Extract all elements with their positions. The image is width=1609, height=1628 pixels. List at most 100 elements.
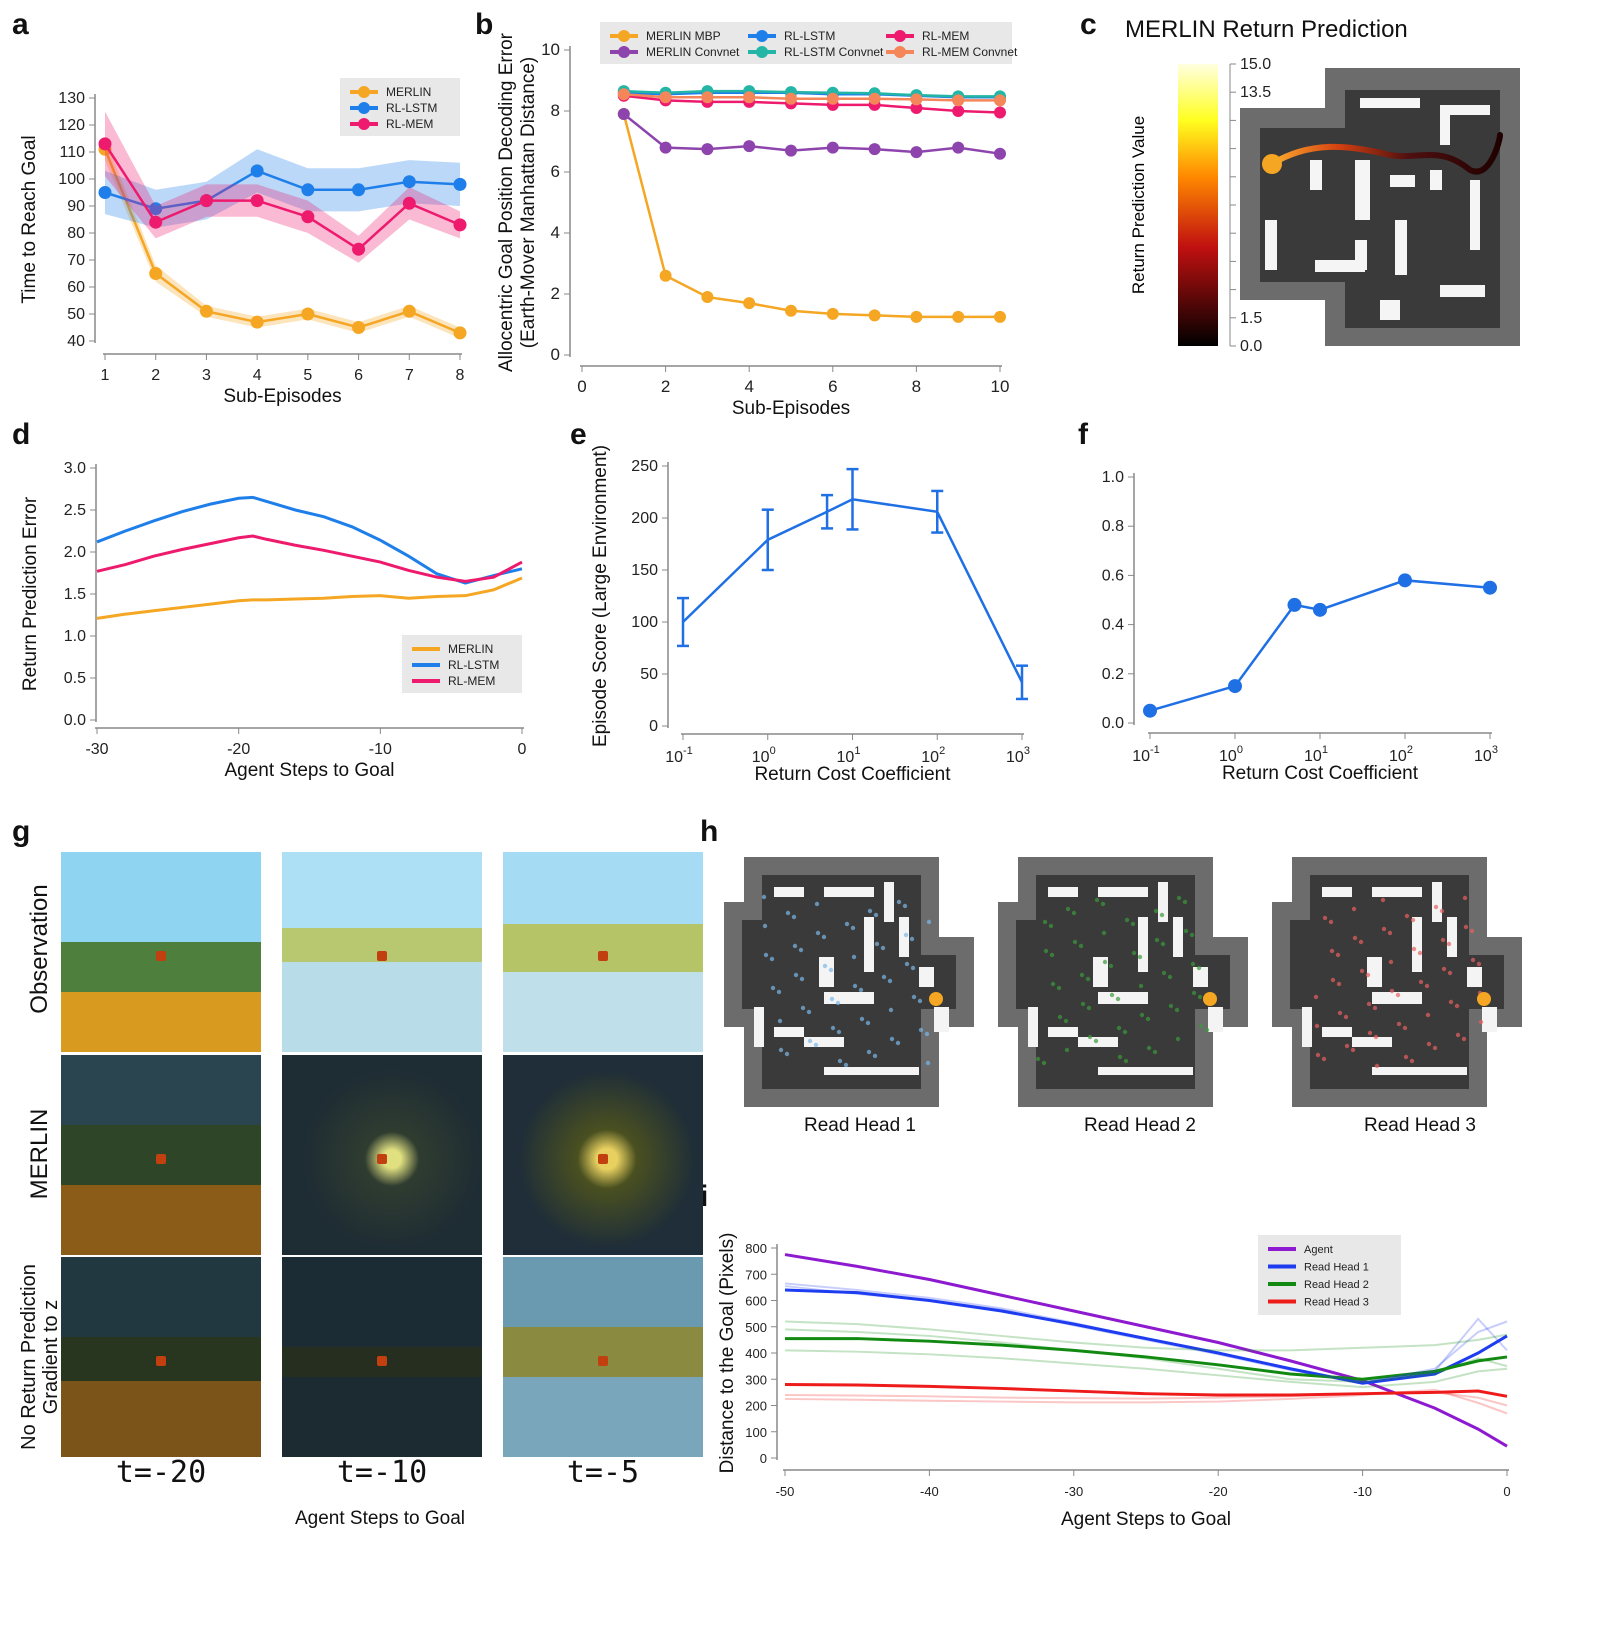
row-label-no-return: No Return Prediction Gradient to z [18, 1237, 62, 1477]
y-tick-label: 100 [631, 614, 658, 631]
legend-item: RL-LSTM Convnet [748, 45, 884, 59]
observation-tile [503, 1257, 703, 1457]
row-label-merlin: MERLIN [26, 1108, 53, 1200]
panel-letter-e: e [570, 418, 587, 451]
x-tick-label: 2 [151, 367, 160, 384]
colorbar-tick-label: 13.5 [1240, 84, 1271, 101]
x-tick-label: 1 [101, 367, 110, 384]
data-point [826, 141, 839, 154]
y-tick-label: 120 [58, 117, 85, 134]
svg-text:Read Head 1: Read Head 1 [1304, 1262, 1369, 1274]
colorbar-label: Return Prediction Value [1129, 116, 1148, 294]
y-tick-label: 10 [541, 40, 560, 59]
data-point [149, 202, 163, 216]
data-point [301, 183, 315, 197]
time-label-1: t=-20 [115, 1455, 207, 1490]
y-tick-label: 700 [745, 1267, 767, 1282]
x-tick-label: 7 [405, 367, 414, 384]
chart-f: 0.0 0.2 0.4 0.6 0.8 1.0 10-1 100 101 102 103 Return… [1102, 469, 1498, 784]
row-label-observation: Observation [26, 884, 53, 1014]
goal-marker [156, 1154, 166, 1164]
y-axis-label: Time to Reach Goal [19, 135, 40, 303]
svg-text:Agent: Agent [1304, 1244, 1333, 1256]
series-line-rl-mem-convnet [623, 92, 1000, 102]
svg-text:RL-MEM: RL-MEM [386, 117, 433, 131]
data-point [453, 218, 467, 232]
y-tick-label: 600 [745, 1294, 767, 1309]
legend-item: MERLIN MBP [610, 29, 721, 43]
data-point [199, 304, 213, 318]
y-tick-label: 40 [67, 333, 85, 350]
y-axis-label: Distance to the Goal (Pixels) [717, 1233, 738, 1474]
observation-tile [282, 852, 482, 1052]
data-point [743, 91, 756, 104]
data-point [98, 137, 112, 151]
series-line-merlin [103, 148, 461, 335]
y-tick-label: 4 [551, 223, 560, 242]
observation-tile [61, 1055, 261, 1255]
x-tick-label: 6 [828, 377, 837, 396]
data-point [952, 310, 965, 323]
data-point [352, 183, 366, 197]
y-tick-label: 0.0 [64, 712, 86, 729]
trace-line [784, 1320, 1508, 1352]
svg-text:Read Head 3: Read Head 3 [1304, 1297, 1369, 1309]
data-point [402, 196, 416, 210]
time-label-3: t=-5 [566, 1455, 640, 1490]
x-tick-label: 101 [837, 745, 861, 766]
panel-letter-i: i [700, 1180, 709, 1213]
y-tick-label: 1.0 [64, 628, 86, 645]
x-tick-label: -20 [227, 741, 250, 758]
y-tick-label: 80 [67, 225, 85, 242]
svg-text:RL-LSTM Convnet: RL-LSTM Convnet [784, 45, 884, 59]
y-tick-label: 90 [67, 198, 85, 215]
x-axis-label: Sub-Episodes [732, 398, 850, 419]
read-head-3-caption: Read Head 3 [1364, 1115, 1476, 1136]
y-tick-label: 0 [760, 1451, 767, 1466]
x-tick-label: 0 [577, 377, 586, 396]
data-point [149, 267, 163, 280]
trace-line [784, 1349, 1508, 1389]
y-tick-label: 0.5 [64, 670, 86, 687]
y-tick-label: 110 [59, 144, 85, 161]
data-point [910, 101, 923, 114]
svg-text:MERLIN: MERLIN [386, 85, 431, 99]
data-point [352, 321, 366, 334]
legend-item: RL-MEM [350, 117, 433, 131]
observation-tile [282, 1055, 482, 1255]
data-point [1143, 703, 1157, 718]
y-tick-label: 0 [649, 718, 658, 735]
maze-c [1240, 68, 1520, 346]
data-point [785, 92, 797, 105]
x-tick-label: -10 [369, 741, 392, 758]
data-point [1228, 679, 1242, 694]
y-tick-label: 500 [745, 1320, 767, 1335]
x-tick-label: 101 [1304, 744, 1328, 765]
observation-tile [503, 1055, 703, 1255]
legend-item: Read Head 1 [1268, 1262, 1369, 1274]
legend-item: Agent [1268, 1244, 1333, 1256]
panel-letter-h: h [700, 815, 719, 848]
data-point [785, 144, 797, 157]
data-point [617, 108, 630, 121]
chart-c-title: MERLIN Return Prediction [1125, 16, 1408, 43]
x-tick-label: 2 [661, 377, 670, 396]
data-point [868, 143, 881, 156]
legend-item: Read Head 3 [1268, 1297, 1369, 1309]
series-line-rl-mem [623, 94, 1001, 114]
row-label-no-return-line2: Gradient to z [40, 1299, 62, 1415]
y-tick-label: 800 [745, 1241, 767, 1256]
data-point [659, 269, 672, 282]
goal-marker [156, 1356, 166, 1366]
x-tick-label: -30 [1064, 1484, 1083, 1499]
svg-text:RL-MEM: RL-MEM [448, 674, 495, 688]
y-tick-label: 0 [551, 345, 560, 364]
y-tick-label: 130 [58, 90, 85, 107]
x-tick-label: -40 [920, 1484, 939, 1499]
x-tick-label: 102 [921, 745, 945, 766]
x-tick-label: 103 [1006, 745, 1030, 766]
data-point [250, 164, 264, 178]
x-tick-label: 8 [456, 367, 465, 384]
legend-item: MERLIN [412, 642, 493, 656]
data-point [1287, 597, 1302, 612]
